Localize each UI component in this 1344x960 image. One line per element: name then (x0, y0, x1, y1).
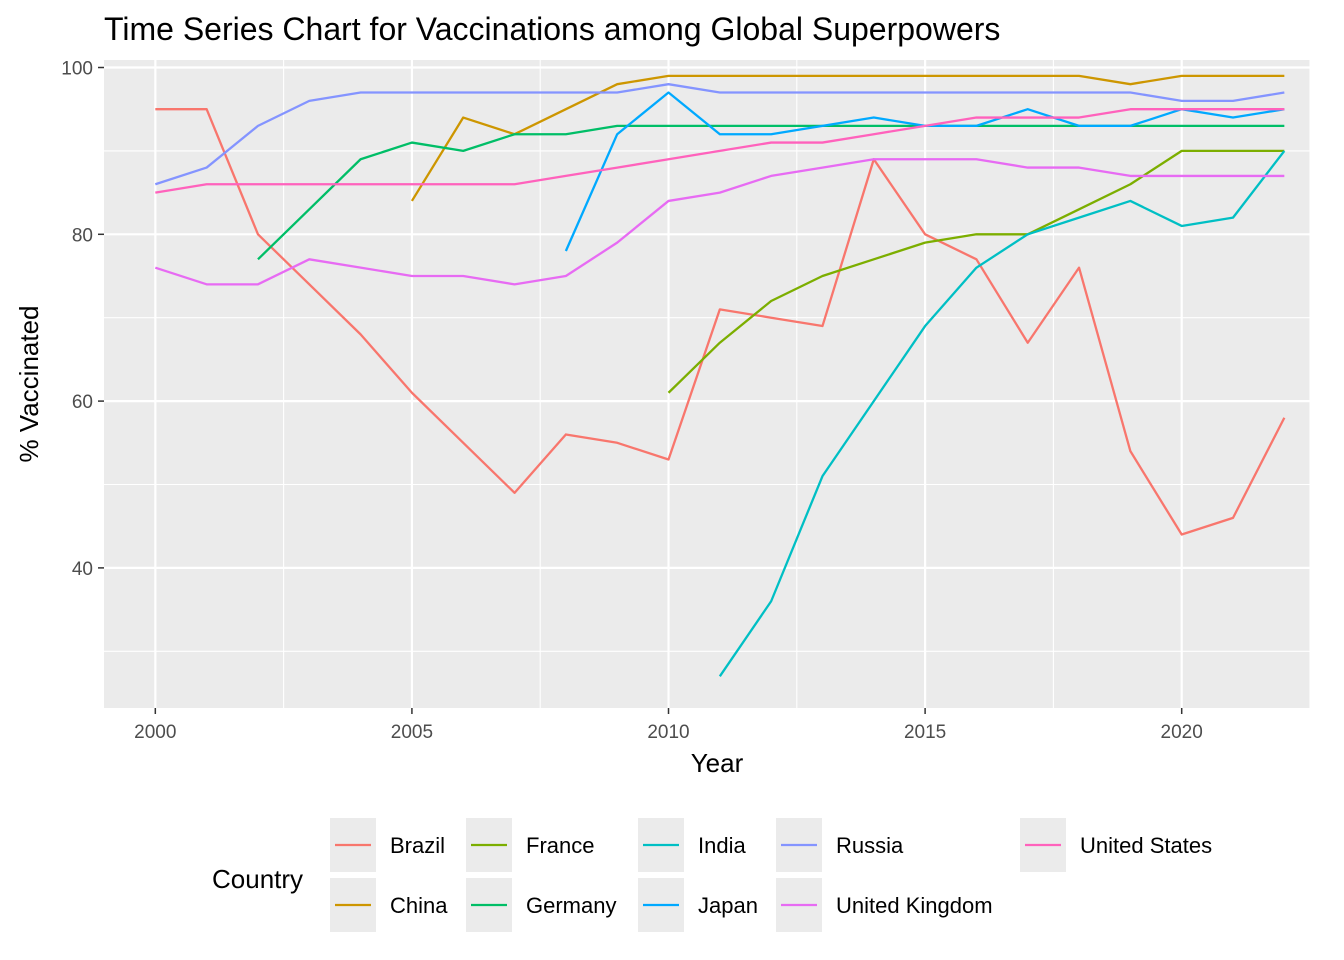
y-tick-label: 80 (72, 225, 93, 246)
legend-label-germany: Germany (526, 893, 616, 918)
x-axis-title: Year (691, 748, 744, 778)
y-tick-label: 60 (72, 392, 93, 413)
y-tick-label: 40 (72, 559, 93, 580)
legend: Country Brazil China France Germany India Jap… (212, 818, 1212, 932)
legend-label-france: France (526, 833, 594, 858)
y-tick-label: 100 (61, 59, 93, 80)
series-line-france (667, 149, 1285, 394)
legend-label-united-kingdom: United Kingdom (836, 893, 993, 918)
y-axis-title: % Vaccinated (14, 305, 44, 462)
x-tick-label: 2015 (904, 722, 946, 743)
chart-title: Time Series Chart for Vaccinations among… (104, 11, 1000, 47)
x-tick-label: 2020 (1161, 722, 1203, 743)
legend-label-united-states: United States (1080, 833, 1212, 858)
series-line-india (718, 150, 1286, 677)
legend-label-russia: Russia (836, 833, 904, 858)
y-axis: 40 60 80 100 (61, 59, 104, 580)
x-tick-label: 2000 (134, 722, 176, 743)
x-axis: 2000 2005 2010 2015 2020 (134, 708, 1203, 743)
legend-title: Country (212, 864, 303, 894)
legend-items: Brazil China France Germany India Japan Russia… (330, 818, 1212, 932)
series-line-united-kingdom (154, 158, 1285, 286)
major-gridlines (104, 60, 1310, 708)
legend-label-india: India (698, 833, 746, 858)
series-line-russia (154, 83, 1285, 186)
legend-label-china: China (390, 893, 448, 918)
minor-gridlines (104, 60, 1311, 708)
series-lines (154, 74, 1286, 677)
legend-label-brazil: Brazil (390, 833, 445, 858)
series-line-united-states (155, 108, 1285, 194)
legend-label-japan: Japan (698, 893, 758, 918)
series-line-brazil (155, 108, 1286, 536)
series-line-china (410, 74, 1285, 202)
plot-panel (104, 60, 1310, 708)
x-tick-label: 2005 (391, 722, 433, 743)
x-tick-label: 2010 (647, 722, 689, 743)
